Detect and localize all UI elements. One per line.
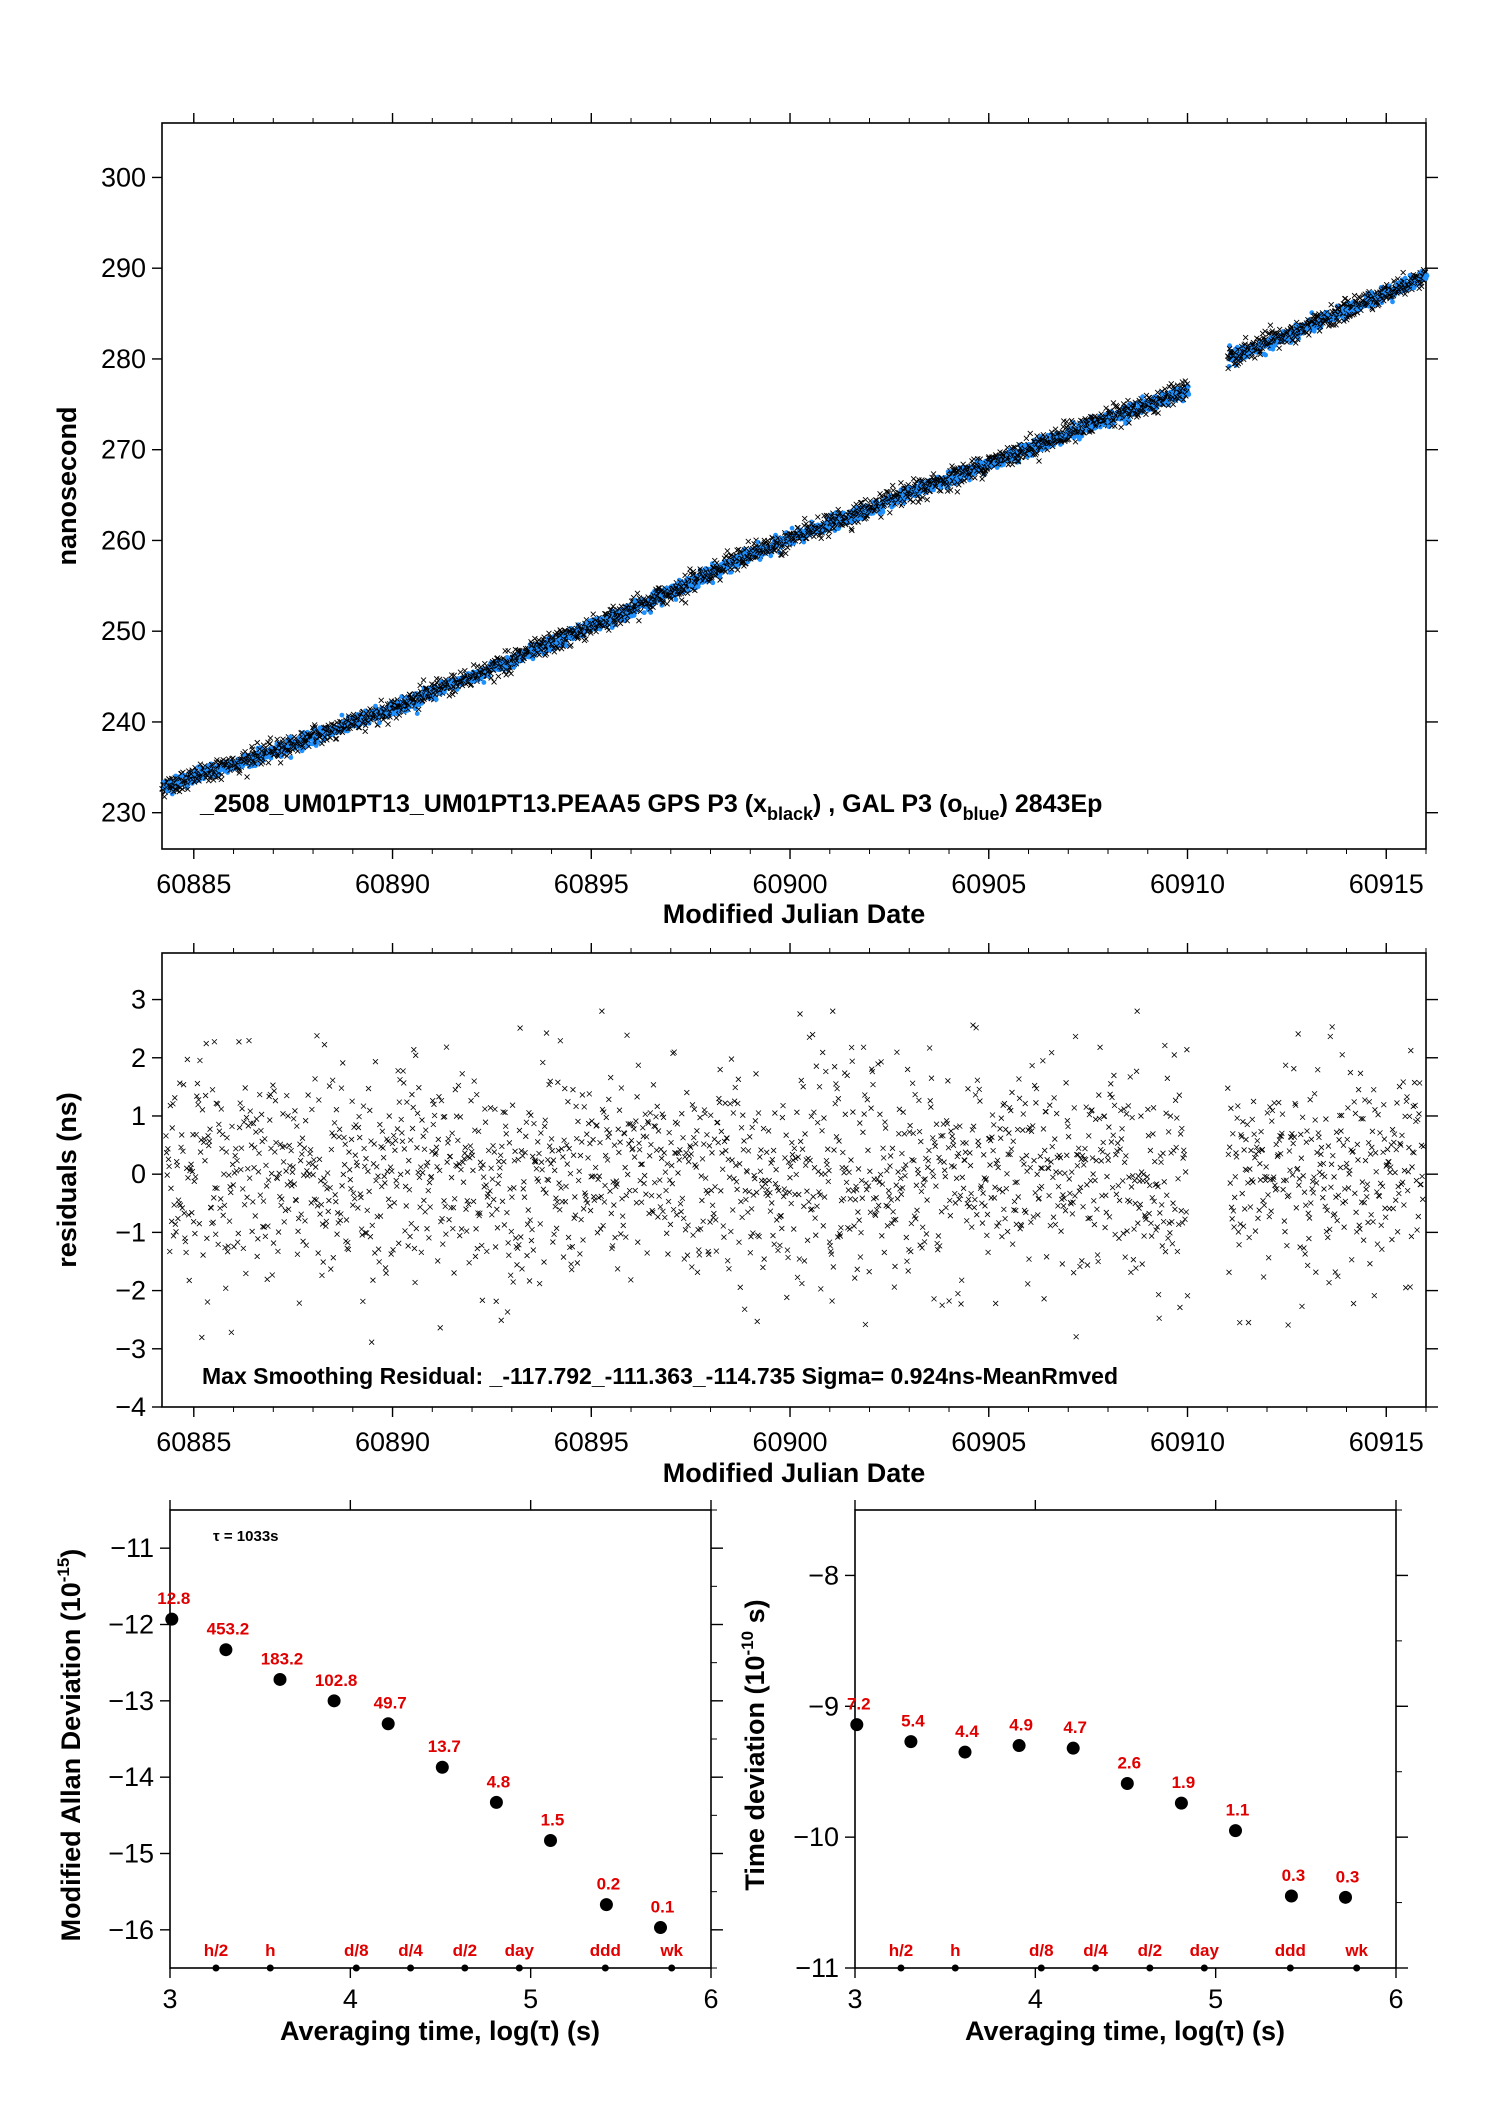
gps-point: [252, 760, 258, 767]
gps-point: [505, 648, 511, 654]
gps-point: [889, 482, 896, 489]
gps-point: [356, 724, 363, 731]
gps-point: [1036, 458, 1042, 464]
timeseries-ticks: [152, 113, 1438, 859]
gal-point: [481, 680, 487, 685]
gps-point: [1262, 328, 1268, 335]
gal-point: [288, 755, 294, 760]
timeseries-frame: [161, 122, 1427, 850]
gal-point: [880, 509, 886, 515]
gps-point: [170, 788, 177, 795]
gps-point: [910, 498, 916, 505]
gps-point: [287, 749, 293, 756]
gps-point: [495, 673, 502, 680]
gps-point: [508, 670, 514, 677]
gps-point: [1023, 435, 1030, 442]
gal-point: [1390, 299, 1395, 305]
gps-point: [218, 776, 225, 783]
gal-point: [1186, 391, 1192, 397]
gps-point: [590, 611, 597, 617]
gps-point: [218, 771, 225, 778]
gps-point: [385, 721, 391, 727]
gps-point: [636, 617, 642, 624]
gps-point: [378, 697, 385, 704]
gps-point: [1351, 292, 1358, 299]
gal-point: [1140, 394, 1146, 400]
gps-point: [265, 759, 272, 766]
gps-point: [267, 735, 274, 741]
gal-point: [433, 697, 439, 702]
timeseries-panel: 60885 60890 60895 60900 60905 60910 60915 2302…: [52, 113, 1438, 929]
gps-point: [1328, 301, 1335, 308]
timeseries-points: [159, 266, 1430, 800]
gps-point: [420, 677, 427, 683]
gal-point: [414, 711, 420, 716]
gal-point: [1165, 402, 1171, 407]
gps-point: [197, 761, 204, 767]
gal-point: [1263, 352, 1269, 358]
gps-point: [230, 755, 236, 762]
gps-point: [678, 597, 685, 603]
gal-point: [316, 739, 321, 745]
gps-point: [161, 793, 168, 800]
gps-point: [323, 736, 330, 743]
gps-point: [267, 740, 273, 747]
gps-point: [332, 736, 339, 742]
gps-point: [954, 489, 961, 495]
gal-point: [641, 610, 647, 616]
gps-point: [254, 739, 261, 746]
gps-point: [1242, 334, 1249, 341]
gal-point: [373, 703, 378, 709]
gal-point: [279, 753, 285, 759]
gps-point: [1306, 332, 1312, 338]
gps-point: [214, 757, 220, 763]
gps-point: [205, 777, 212, 784]
gps-point: [886, 509, 893, 516]
gps-point: [898, 479, 904, 486]
gps-point: [1103, 405, 1109, 411]
gps-point: [634, 590, 641, 597]
gal-point: [768, 553, 774, 559]
gps-point: [1276, 345, 1282, 352]
gal-point: [339, 712, 345, 718]
gps-point: [583, 636, 589, 642]
gps-point: [474, 663, 481, 669]
gps-point: [311, 722, 318, 728]
gps-point: [277, 759, 284, 766]
gps-point: [1342, 295, 1349, 302]
gps-point: [979, 476, 985, 482]
gps-point: [244, 774, 250, 780]
gps-point: [196, 778, 202, 784]
gps-point: [362, 728, 369, 735]
gps-point: [949, 463, 955, 469]
gal-point: [710, 580, 716, 586]
gps-point: [184, 786, 191, 793]
gps-point: [396, 712, 403, 718]
gps-point: [815, 514, 821, 520]
gal-point: [673, 597, 679, 602]
gps-point: [1118, 424, 1124, 431]
gps-point: [1267, 322, 1274, 329]
gps-point: [745, 538, 752, 545]
gps-point: [862, 496, 869, 503]
gps-point: [801, 515, 808, 522]
gps-point: [711, 557, 718, 564]
gps-point: [682, 600, 689, 606]
gps-point: [333, 736, 340, 742]
gps-point: [1027, 430, 1034, 437]
gps-point: [825, 533, 832, 540]
gps-point: [491, 679, 497, 685]
gal-point: [789, 525, 795, 531]
gps-point: [470, 662, 477, 668]
